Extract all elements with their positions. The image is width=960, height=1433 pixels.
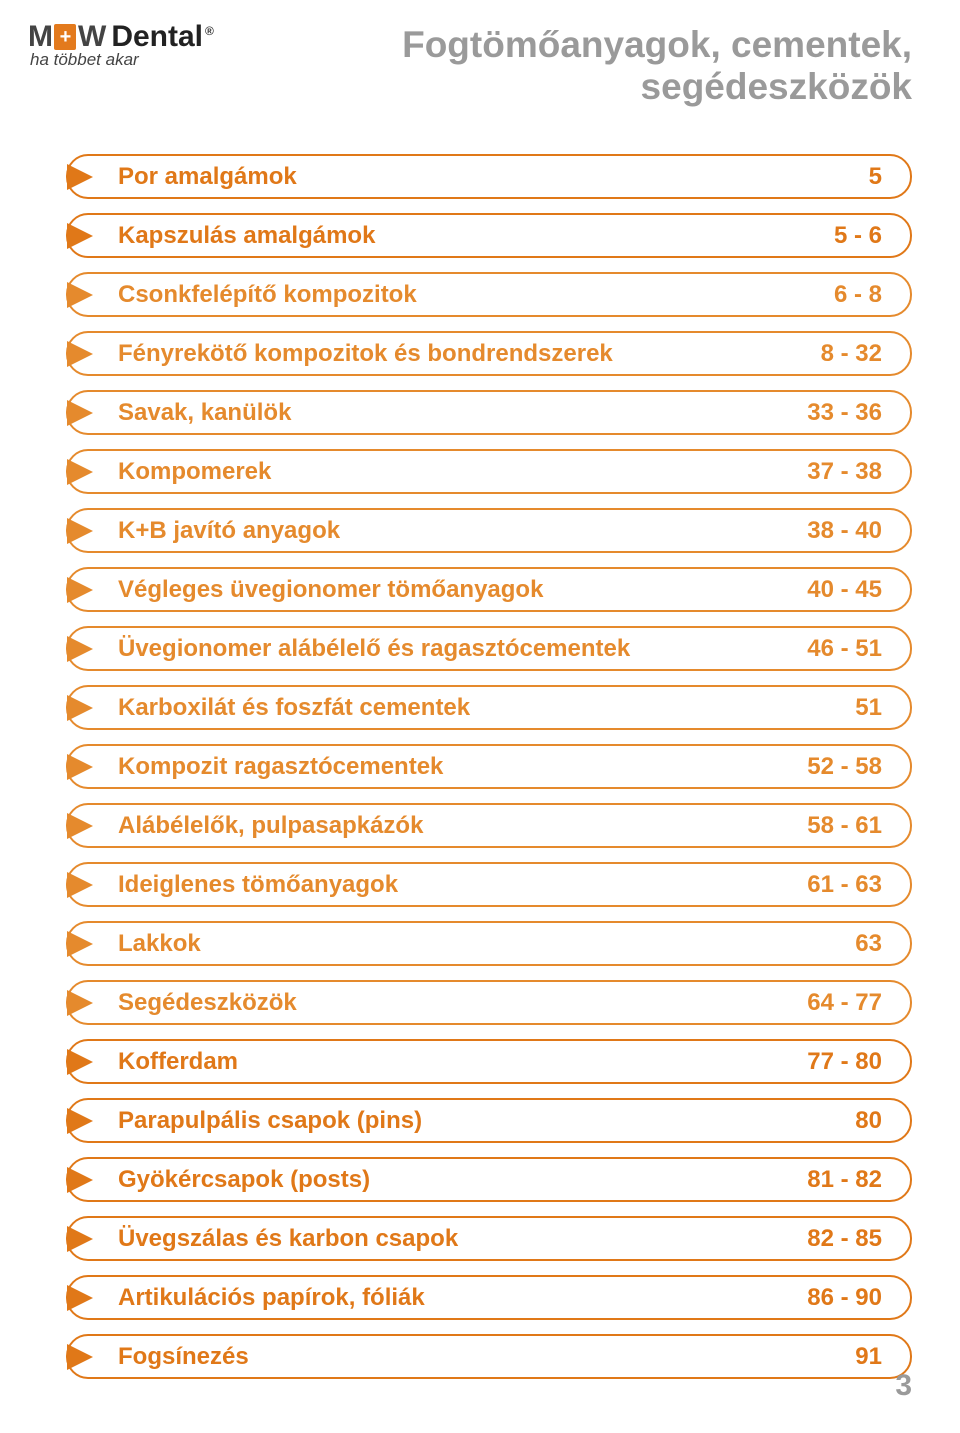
- toc-item-label: Parapulpális csapok (pins): [118, 1107, 422, 1135]
- toc-item-page: 80: [855, 1107, 882, 1135]
- toc-item[interactable]: Por amalgámok 5: [66, 154, 912, 199]
- toc-item-label: K+B javító anyagok: [118, 517, 340, 545]
- toc-item-label: Ideiglenes tömőanyagok: [118, 871, 398, 899]
- toc-item-label: Végleges üvegionomer tömőanyagok: [118, 576, 543, 604]
- toc-item-page: 81 - 82: [807, 1166, 882, 1194]
- logo-m: M: [28, 22, 52, 52]
- toc-item-page: 38 - 40: [807, 517, 882, 545]
- toc-list: Por amalgámok 5 Kapszulás amalgámok 5 - 6 Cs…: [66, 154, 912, 1379]
- toc-item-page: 51: [855, 694, 882, 722]
- toc-item[interactable]: Parapulpális csapok (pins) 80: [66, 1098, 912, 1143]
- header: M + W Dental® ha többet akar Fogtömőanya…: [0, 0, 960, 108]
- toc-item[interactable]: Végleges üvegionomer tömőanyagok 40 - 45: [66, 567, 912, 612]
- toc-item[interactable]: Alábélelők, pulpasapkázók 58 - 61: [66, 803, 912, 848]
- toc-item-page: 58 - 61: [807, 812, 882, 840]
- toc-item-label: Kapszulás amalgámok: [118, 222, 375, 250]
- logo-tagline: ha többet akar: [30, 50, 139, 70]
- toc-item[interactable]: Csonkfelépítő kompozitok 6 - 8: [66, 272, 912, 317]
- toc-item[interactable]: Ideiglenes tömőanyagok 61 - 63: [66, 862, 912, 907]
- toc-item-label: Lakkok: [118, 930, 201, 958]
- logo-top: M + W Dental®: [28, 22, 214, 52]
- toc-item[interactable]: Fogsínezés 91: [66, 1334, 912, 1379]
- toc-item-label: Kompozit ragasztócementek: [118, 753, 443, 781]
- toc-item[interactable]: Segédeszközök 64 - 77: [66, 980, 912, 1025]
- toc-item-page: 77 - 80: [807, 1048, 882, 1076]
- toc-item-label: Üvegionomer alábélelő és ragasztócemente…: [118, 635, 630, 663]
- logo: M + W Dental® ha többet akar: [28, 22, 214, 70]
- toc-item-label: Gyökércsapok (posts): [118, 1166, 370, 1194]
- toc-item-label: Por amalgámok: [118, 163, 297, 191]
- toc-item-page: 64 - 77: [807, 989, 882, 1017]
- toc-item[interactable]: Fényrekötő kompozitok és bondrendszerek 8…: [66, 331, 912, 376]
- toc-item[interactable]: Üvegszálas és karbon csapok 82 - 85: [66, 1216, 912, 1261]
- toc-item-page: 86 - 90: [807, 1284, 882, 1312]
- toc-item-label: Kompomerek: [118, 458, 271, 486]
- toc-item[interactable]: Kapszulás amalgámok 5 - 6: [66, 213, 912, 258]
- toc-item-page: 61 - 63: [807, 871, 882, 899]
- logo-registered-icon: ®: [205, 24, 214, 38]
- toc-item[interactable]: Artikulációs papírok, fóliák 86 - 90: [66, 1275, 912, 1320]
- toc-item-page: 52 - 58: [807, 753, 882, 781]
- toc-item-page: 33 - 36: [807, 399, 882, 427]
- logo-dental-text: Dental: [111, 20, 203, 53]
- logo-w: W: [78, 22, 105, 52]
- toc-item-page: 37 - 38: [807, 458, 882, 486]
- toc-item[interactable]: Savak, kanülök 33 - 36: [66, 390, 912, 435]
- page-title: Fogtömőanyagok, cementek, segédeszközök: [214, 22, 912, 108]
- toc-item-label: Segédeszközök: [118, 989, 297, 1017]
- toc-item-page: 40 - 45: [807, 576, 882, 604]
- toc-item-label: Fogsínezés: [118, 1343, 249, 1371]
- toc-item[interactable]: Karboxilát és foszfát cementek 51: [66, 685, 912, 730]
- toc-item[interactable]: Lakkok 63: [66, 921, 912, 966]
- toc-item-label: Artikulációs papírok, fóliák: [118, 1284, 425, 1312]
- toc-item-label: Üvegszálas és karbon csapok: [118, 1225, 458, 1253]
- toc-item-page: 5 - 6: [834, 222, 882, 250]
- logo-dental: Dental®: [111, 22, 214, 52]
- toc-item[interactable]: Kofferdam 77 - 80: [66, 1039, 912, 1084]
- toc-item[interactable]: Kompozit ragasztócementek 52 - 58: [66, 744, 912, 789]
- toc-item[interactable]: Üvegionomer alábélelő és ragasztócemente…: [66, 626, 912, 671]
- toc-item-page: 82 - 85: [807, 1225, 882, 1253]
- toc-item-label: Alábélelők, pulpasapkázók: [118, 812, 423, 840]
- toc-item[interactable]: K+B javító anyagok 38 - 40: [66, 508, 912, 553]
- toc-item-label: Savak, kanülök: [118, 399, 291, 427]
- toc-item-page: 63: [855, 930, 882, 958]
- toc-item-label: Fényrekötő kompozitok és bondrendszerek: [118, 340, 613, 368]
- logo-mw: M + W: [28, 22, 105, 52]
- toc-item-page: 6 - 8: [834, 281, 882, 309]
- logo-plus-icon: +: [54, 24, 76, 50]
- toc-item-page: 5: [869, 163, 882, 191]
- toc-item-page: 8 - 32: [821, 340, 882, 368]
- toc-item-label: Karboxilát és foszfát cementek: [118, 694, 470, 722]
- page-number: 3: [895, 1369, 912, 1403]
- toc-item-label: Kofferdam: [118, 1048, 238, 1076]
- toc-item-page: 46 - 51: [807, 635, 882, 663]
- toc-item-label: Csonkfelépítő kompozitok: [118, 281, 417, 309]
- toc-item-page: 91: [855, 1343, 882, 1371]
- toc-item[interactable]: Gyökércsapok (posts) 81 - 82: [66, 1157, 912, 1202]
- toc-item[interactable]: Kompomerek 37 - 38: [66, 449, 912, 494]
